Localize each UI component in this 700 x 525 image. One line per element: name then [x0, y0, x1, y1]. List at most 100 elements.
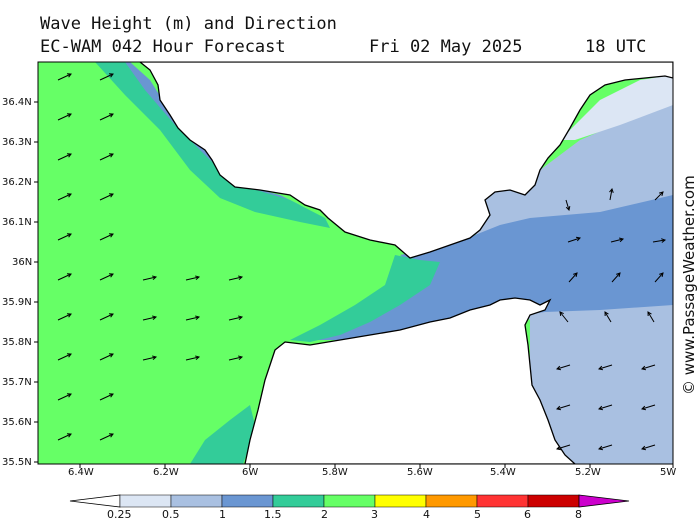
map-frame [37, 61, 674, 465]
sea-1.5-2m-north [95, 62, 330, 228]
lat-tick-label: 36.2N [2, 177, 32, 188]
lat-tick-label: 35.5N [2, 457, 32, 468]
wave-arrow [228, 355, 244, 361]
wave-arrow [559, 311, 569, 323]
colorbar [69, 494, 630, 508]
land-spain [138, 62, 673, 259]
wave-arrow [99, 113, 114, 121]
wave-arrow [609, 187, 614, 201]
wave-arrow [568, 272, 578, 283]
sea-1.5-2m-strait [290, 255, 440, 342]
colorbar-swatch [425, 494, 478, 508]
colorbar-label: 1 [219, 508, 226, 521]
forecast-time: 18 UTC [585, 37, 647, 57]
wave-arrow [99, 273, 114, 281]
wave-arrow [654, 191, 664, 201]
colorbar-label: 0.5 [162, 508, 180, 521]
wave-direction-arrows [57, 73, 667, 451]
lat-tick-label: 35.6N [2, 417, 32, 428]
forecast-date: Fri 02 May 2025 [369, 37, 523, 57]
colorbar-label: 4 [423, 508, 430, 521]
wave-arrow [99, 153, 114, 161]
lat-tick-label: 36N [12, 257, 33, 268]
sea-1.5-2m-south [190, 405, 255, 464]
wave-arrow [641, 444, 656, 451]
wave-arrow [185, 275, 201, 281]
wave-arrow [556, 364, 571, 371]
wave-arrow [99, 353, 114, 361]
colorbar-label: 6 [524, 508, 531, 521]
colorbar-label: 2 [321, 508, 328, 521]
wave-arrow [57, 353, 72, 361]
wave-arrow [57, 233, 72, 241]
colorbar-swatch [170, 494, 223, 508]
wave-arrow [99, 393, 114, 401]
colorbar-label: 1.5 [264, 508, 282, 521]
lat-tick-label: 35.7N [2, 377, 32, 388]
wave-arrow [99, 433, 114, 441]
wave-arrow [598, 404, 613, 411]
wave-arrow [556, 404, 571, 411]
lon-tick-label: 5.6W [407, 467, 433, 478]
wave-arrow [598, 444, 613, 451]
lat-tick-label: 36.1N [2, 217, 32, 228]
wave-arrow [567, 236, 581, 243]
wave-arrow [142, 315, 158, 321]
lat-tick-label: 36.3N [2, 137, 32, 148]
lon-tick-label: 6W [242, 467, 259, 478]
colorbar-label: 0.25 [107, 508, 132, 521]
sea-0.25-0.5m [560, 75, 673, 140]
colorbar-swatch [374, 494, 427, 508]
wave-arrow [641, 364, 656, 371]
wave-arrow [598, 364, 613, 371]
wave-arrow [57, 113, 72, 121]
colorbar-swatch [527, 494, 580, 508]
wave-arrow [142, 275, 158, 281]
lat-tick-label: 35.8N [2, 337, 32, 348]
wave-arrow [228, 275, 244, 281]
wave-arrow [57, 153, 72, 161]
wave-arrow [57, 273, 72, 281]
lon-tick-label: 5.8W [322, 467, 348, 478]
wave-arrow [57, 193, 72, 201]
wave-arrow [556, 444, 571, 451]
wave-arrow [99, 193, 114, 201]
lon-tick-label: 5.2W [575, 467, 601, 478]
colorbar-swatch [119, 494, 172, 508]
lat-tick-label: 36.4N [2, 97, 32, 108]
lon-tick-label: 6.4W [68, 467, 94, 478]
wave-arrow [57, 393, 72, 401]
colorbar-min-triangle [69, 494, 121, 508]
colorbar-label: 3 [371, 508, 378, 521]
wave-arrow [228, 315, 244, 321]
land-morocco [244, 297, 576, 464]
chart-title: Wave Height (m) and Direction [40, 14, 337, 34]
lat-tick-label: 35.9N [2, 297, 32, 308]
wave-arrow [99, 233, 114, 241]
wave-arrow [641, 404, 656, 411]
colorbar-max-triangle [578, 494, 630, 508]
wave-arrow [99, 313, 114, 321]
wave-arrow [185, 355, 201, 361]
colorbar-swatch [221, 494, 274, 508]
lon-tick-label: 6.2W [153, 467, 179, 478]
lon-tick-label: 5W [660, 467, 677, 478]
wave-arrow [185, 315, 201, 321]
wave-arrow [610, 237, 625, 243]
wave-arrow [57, 313, 72, 321]
wave-arrow [654, 272, 664, 283]
forecast-model: EC-WAM 042 Hour Forecast [40, 37, 286, 57]
wave-arrow [57, 433, 72, 441]
credit-text: © www.PassageWeather.com [680, 175, 698, 395]
wave-arrow [652, 238, 667, 243]
lon-tick-label: 5.4W [490, 467, 516, 478]
wave-arrow [57, 73, 72, 81]
axis-ticks [34, 101, 674, 468]
wave-arrow [611, 272, 621, 283]
colorbar-label: 5 [474, 508, 481, 521]
wave-arrow [565, 199, 571, 211]
colorbar-label: 8 [575, 508, 582, 521]
colorbar-swatch [323, 494, 376, 508]
colorbar-swatch [272, 494, 325, 508]
wave-arrow [647, 311, 655, 323]
